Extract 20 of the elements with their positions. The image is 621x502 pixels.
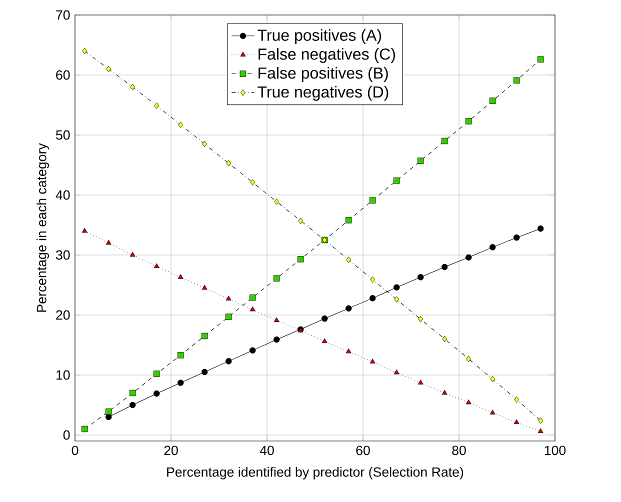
x-tick-label: 100 (544, 446, 566, 456)
y-tick-label: 20 (56, 310, 70, 320)
x-axis-title: Percentage identified by predictor (Selection Rate) (167, 466, 464, 480)
legend-label: True positives (A) (258, 29, 382, 44)
legend-label: False positives (B) (258, 66, 388, 82)
y-tick-label: 70 (56, 10, 70, 20)
legend-label: True negatives (D) (258, 86, 388, 101)
x-tick-label: 0 (72, 446, 78, 456)
y-tick-label: 30 (56, 250, 70, 260)
y-tick-label: 60 (56, 70, 70, 80)
x-tick-label: 40 (260, 446, 274, 456)
y-tick-label: 40 (56, 190, 70, 200)
x-tick-label: 80 (452, 446, 466, 456)
y-tick-label: 50 (56, 130, 70, 140)
x-tick-label: 20 (164, 446, 178, 456)
y-tick-label: 0 (63, 430, 70, 440)
y-axis-title: Percentage in each category (36, 143, 49, 312)
x-tick-label: 60 (356, 446, 370, 456)
legend-label: False negatives (C) (258, 48, 395, 63)
y-tick-label: 10 (56, 370, 70, 380)
